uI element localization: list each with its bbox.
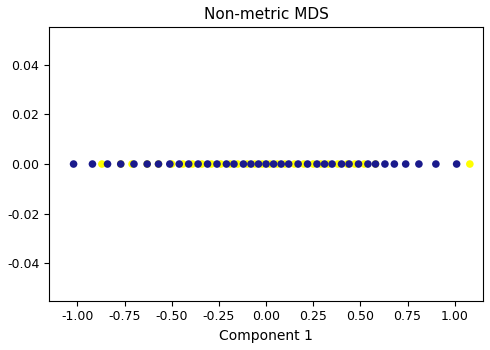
Point <box>277 161 285 167</box>
Point <box>240 161 247 167</box>
Point <box>117 161 124 167</box>
Point <box>270 161 277 167</box>
Point <box>255 161 263 167</box>
Point <box>334 161 342 167</box>
Point <box>130 161 138 167</box>
Point <box>415 161 423 167</box>
Point <box>217 161 225 167</box>
Point <box>291 161 298 167</box>
Point <box>204 161 212 167</box>
Point <box>453 161 461 167</box>
Point <box>143 161 151 167</box>
Point <box>207 161 215 167</box>
Point <box>175 161 183 167</box>
Point <box>258 161 266 167</box>
Point <box>198 161 206 167</box>
Point <box>243 161 251 167</box>
Point <box>294 161 302 167</box>
Point <box>154 161 162 167</box>
Point <box>304 161 312 167</box>
Point <box>247 161 255 167</box>
Point <box>320 161 328 167</box>
Point <box>328 161 336 167</box>
Point <box>128 161 136 167</box>
Point <box>154 161 162 167</box>
Point <box>360 161 368 167</box>
Point <box>371 161 379 167</box>
Point <box>351 161 359 167</box>
Point <box>432 161 440 167</box>
Point <box>371 161 379 167</box>
Point <box>338 161 345 167</box>
Point <box>189 161 196 167</box>
Point <box>222 161 230 167</box>
Point <box>364 161 372 167</box>
Point <box>117 161 124 167</box>
Point <box>266 161 274 167</box>
Point <box>226 161 234 167</box>
Point <box>466 161 474 167</box>
Point <box>70 161 77 167</box>
Point <box>381 161 389 167</box>
Point <box>213 161 221 167</box>
Point <box>285 161 293 167</box>
Point <box>309 161 317 167</box>
Point <box>234 161 242 167</box>
Title: Non-metric MDS: Non-metric MDS <box>204 7 328 22</box>
Point <box>300 161 308 167</box>
Point <box>402 161 410 167</box>
Point <box>166 161 174 167</box>
Point <box>230 161 238 167</box>
Point <box>281 161 289 167</box>
Point <box>317 161 325 167</box>
Point <box>313 161 321 167</box>
Point <box>391 161 398 167</box>
Point <box>343 161 351 167</box>
X-axis label: Component 1: Component 1 <box>219 329 313 343</box>
Point <box>89 161 97 167</box>
Point <box>103 161 111 167</box>
Point <box>251 161 259 167</box>
Point <box>324 161 332 167</box>
Point <box>98 161 106 167</box>
Point <box>185 161 193 167</box>
Point <box>143 161 151 167</box>
Point <box>168 161 175 167</box>
Point <box>345 161 353 167</box>
Point <box>262 161 270 167</box>
Point <box>194 161 202 167</box>
Point <box>355 161 363 167</box>
Point <box>273 161 281 167</box>
Point <box>179 161 187 167</box>
